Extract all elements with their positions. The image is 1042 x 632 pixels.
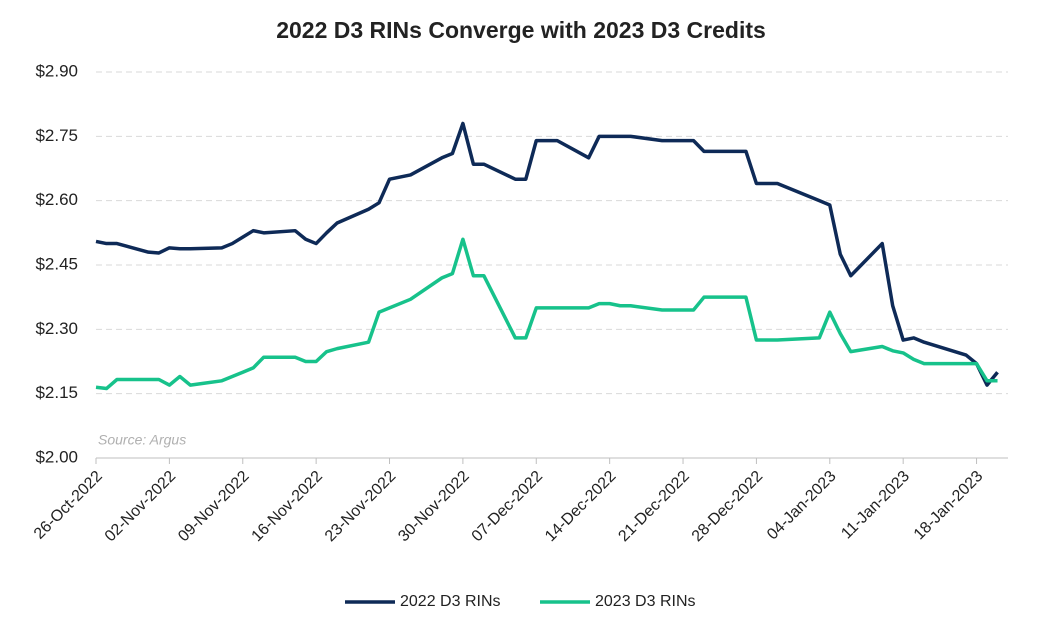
- x-tick-label: 28-Dec-2022: [689, 468, 767, 546]
- y-tick-label: $2.75: [35, 126, 78, 145]
- legend-label: 2022 D3 RINs: [400, 593, 501, 610]
- y-tick-label: $2.15: [35, 383, 78, 402]
- x-tick-label: 16-Nov-2022: [249, 468, 327, 546]
- chart-title: 2022 D3 RINs Converge with 2023 D3 Credi…: [276, 17, 766, 43]
- x-tick-label: 23-Nov-2022: [322, 468, 400, 546]
- y-tick-label: $2.45: [35, 254, 78, 273]
- y-tick-label: $2.00: [35, 447, 78, 466]
- x-tick-label: 09-Nov-2022: [175, 468, 253, 546]
- x-tick-label: 21-Dec-2022: [615, 468, 693, 546]
- x-tick-label: 02-Nov-2022: [102, 468, 180, 546]
- legend-label: 2023 D3 RINs: [595, 593, 696, 610]
- y-tick-label: $2.30: [35, 319, 78, 338]
- source-note: Source: Argus: [98, 432, 186, 448]
- y-tick-label: $2.90: [35, 61, 78, 80]
- x-tick-label: 14-Dec-2022: [542, 468, 620, 546]
- series-line: [95, 237, 998, 391]
- x-tick-label: 11-Jan-2023: [838, 468, 913, 543]
- y-tick-label: $2.60: [35, 190, 78, 209]
- x-tick-label: 30-Nov-2022: [395, 468, 473, 546]
- x-tick-label: 26-Oct-2022: [31, 468, 106, 543]
- x-tick-label: 04-Jan-2023: [764, 468, 840, 544]
- series-line: [95, 121, 999, 387]
- x-tick-label: 07-Dec-2022: [469, 468, 547, 546]
- x-tick-label: 18-Jan-2023: [911, 468, 987, 544]
